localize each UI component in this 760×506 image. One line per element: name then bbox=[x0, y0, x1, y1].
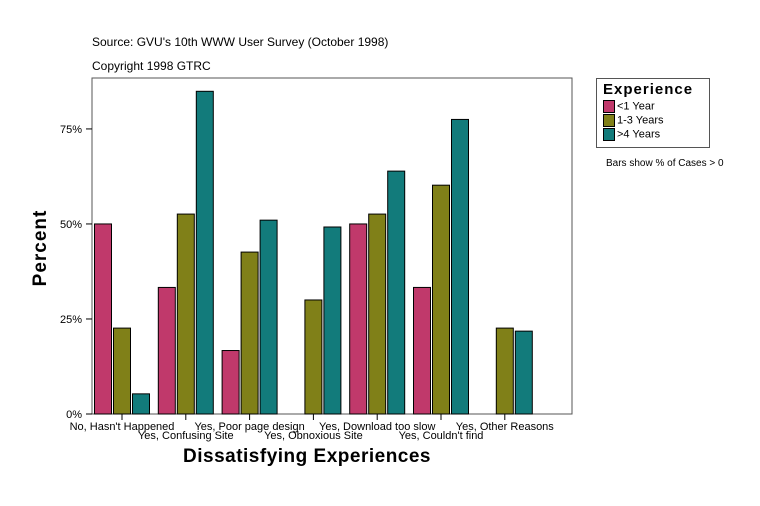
legend-label: <1 Year bbox=[617, 100, 655, 113]
source-text: Source: GVU's 10th WWW User Survey (Octo… bbox=[92, 35, 389, 49]
x-tick-label: Yes, Other Reasons bbox=[456, 421, 555, 433]
legend-item: >4 Years bbox=[603, 128, 660, 141]
legend-item: 1-3 Years bbox=[603, 114, 663, 127]
note-text: Bars show % of Cases > 0 bbox=[606, 158, 724, 169]
bar bbox=[349, 223, 368, 415]
bar bbox=[195, 90, 214, 415]
bar bbox=[113, 327, 131, 415]
bar bbox=[304, 299, 323, 415]
bar bbox=[495, 327, 514, 415]
y-tick-label: 25% bbox=[60, 314, 82, 326]
x-tick-label: Yes, Confusing Site bbox=[138, 430, 234, 442]
bar bbox=[176, 213, 195, 415]
bar bbox=[387, 170, 406, 415]
bar bbox=[132, 393, 150, 415]
legend-item: <1 Year bbox=[603, 100, 655, 113]
legend-label: 1-3 Years bbox=[617, 114, 664, 127]
bar bbox=[323, 226, 342, 415]
bar bbox=[157, 286, 176, 415]
legend-title: Experience bbox=[603, 81, 694, 98]
bar bbox=[514, 330, 533, 415]
bar bbox=[432, 184, 450, 415]
legend-swatch bbox=[603, 128, 615, 141]
y-tick-label: 50% bbox=[60, 219, 82, 231]
x-tick-label: Yes, Download too slow bbox=[319, 421, 435, 433]
bar bbox=[221, 350, 240, 415]
bar bbox=[259, 219, 278, 415]
x-axis-label: Dissatisfying Experiences bbox=[183, 446, 431, 467]
legend-label: >4 Years bbox=[617, 128, 661, 141]
y-tick-label: 75% bbox=[60, 124, 82, 136]
bar bbox=[94, 223, 112, 415]
bar bbox=[240, 251, 259, 415]
x-tick-label: No, Hasn't Happened bbox=[70, 421, 175, 433]
legend-swatch bbox=[603, 100, 615, 113]
x-tick-label: Yes, Obnoxious Site bbox=[264, 430, 363, 442]
bar bbox=[413, 286, 431, 415]
x-tick-label: Yes, Poor page design bbox=[194, 421, 304, 433]
legend-swatch bbox=[603, 114, 615, 127]
x-tick-label: Yes, Couldn't find bbox=[399, 430, 484, 442]
bar bbox=[368, 213, 387, 415]
y-tick-label: 0% bbox=[66, 409, 82, 421]
legend: Experience <1 Year 1-3 Years >4 Years bbox=[596, 78, 710, 148]
copyright-text: Copyright 1998 GTRC bbox=[92, 59, 211, 73]
bar bbox=[451, 118, 469, 415]
